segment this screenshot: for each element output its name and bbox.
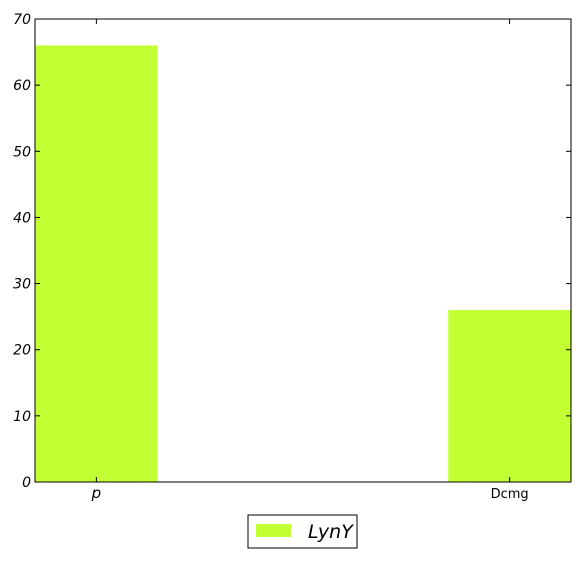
y-tick-label-50: 50 <box>13 144 31 160</box>
bar-p <box>35 45 158 482</box>
y-axis: 0 10 20 30 40 50 60 70 <box>13 12 571 491</box>
y-tick-label-40: 40 <box>13 210 31 226</box>
legend-box <box>247 514 358 549</box>
legend-label-lyny: LynY <box>308 521 354 543</box>
y-tick-label-0: 0 <box>22 475 31 491</box>
y-tick-label-20: 20 <box>13 343 31 359</box>
bars-group <box>35 45 571 482</box>
y-tick-label-60: 60 <box>13 78 31 94</box>
x-tick-label-dcmg: Dcmg <box>491 487 529 502</box>
x-tick-label-p: p <box>91 484 102 502</box>
legend-swatch-lyny <box>256 524 291 537</box>
legend: LynY <box>247 514 358 549</box>
y-tick-label-70: 70 <box>13 12 31 28</box>
bar-dcmg <box>448 310 571 482</box>
x-axis: p Dcmg <box>91 19 529 502</box>
plot-area-frame <box>34 18 572 483</box>
y-tick-label-10: 10 <box>13 409 31 425</box>
y-tick-label-30: 30 <box>13 277 31 293</box>
